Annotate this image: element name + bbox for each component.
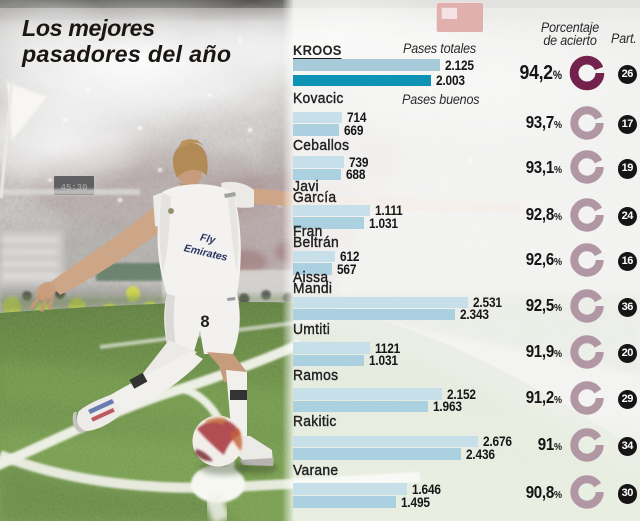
svg-text:8: 8 — [200, 313, 209, 331]
svg-text:Fly: Fly — [199, 232, 218, 247]
svg-text:45:30: 45:30 — [60, 183, 87, 193]
